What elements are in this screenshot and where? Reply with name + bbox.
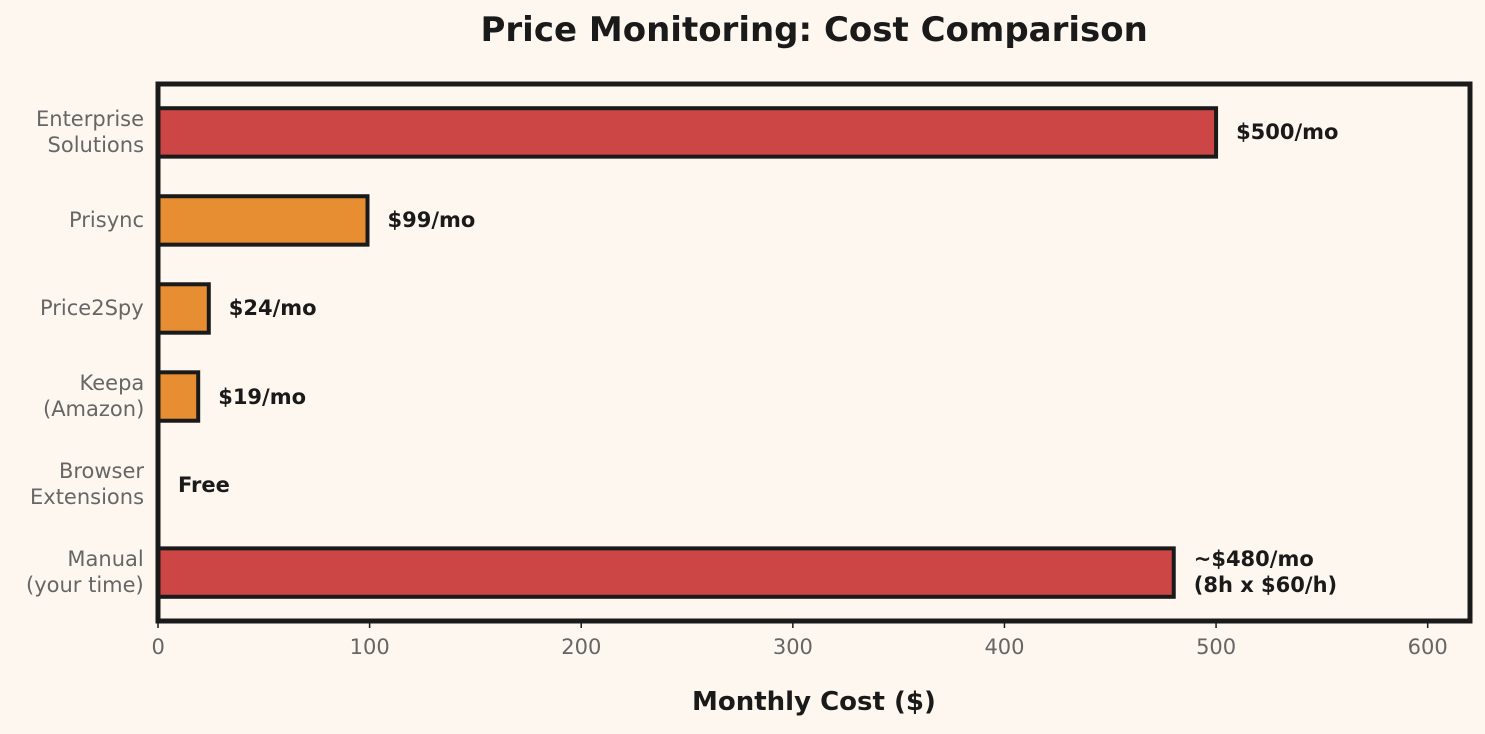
y-tick-label: Prisync: [69, 208, 144, 233]
x-tick-label: 0: [151, 635, 165, 659]
y-tick-label: Manual (your time): [26, 547, 144, 598]
bar: [156, 194, 370, 247]
bar: [156, 370, 201, 423]
y-tick-label: Keepa (Amazon): [43, 371, 145, 422]
value-label: $99/mo: [387, 208, 476, 233]
value-label: Free: [178, 472, 230, 497]
y-tick-label: Enterprise Solutions: [36, 106, 145, 158]
x-tick-label: 100: [349, 635, 390, 659]
x-tick-label: 200: [561, 635, 602, 659]
bar: [156, 546, 1176, 599]
x-tick-label: 400: [984, 635, 1025, 659]
value-label: $19/mo: [218, 384, 307, 409]
value-label: ~$480/mo (8h x $60/h): [1193, 547, 1338, 598]
bar: [156, 282, 211, 335]
chart-title: Price Monitoring: Cost Comparison: [480, 10, 1148, 50]
value-label: $24/mo: [228, 296, 317, 321]
x-tick-label: 300: [772, 635, 813, 659]
x-tick-label: 600: [1407, 635, 1448, 659]
y-tick-label: Browser Extensions: [30, 459, 145, 510]
bar: [156, 106, 1219, 159]
x-axis-label: Monthly Cost ($): [692, 687, 936, 717]
x-tick-label: 500: [1196, 635, 1237, 659]
plot-frame: [155, 81, 1473, 624]
y-tick-label: Price2Spy: [40, 296, 144, 321]
value-label: $500/mo: [1236, 120, 1339, 145]
